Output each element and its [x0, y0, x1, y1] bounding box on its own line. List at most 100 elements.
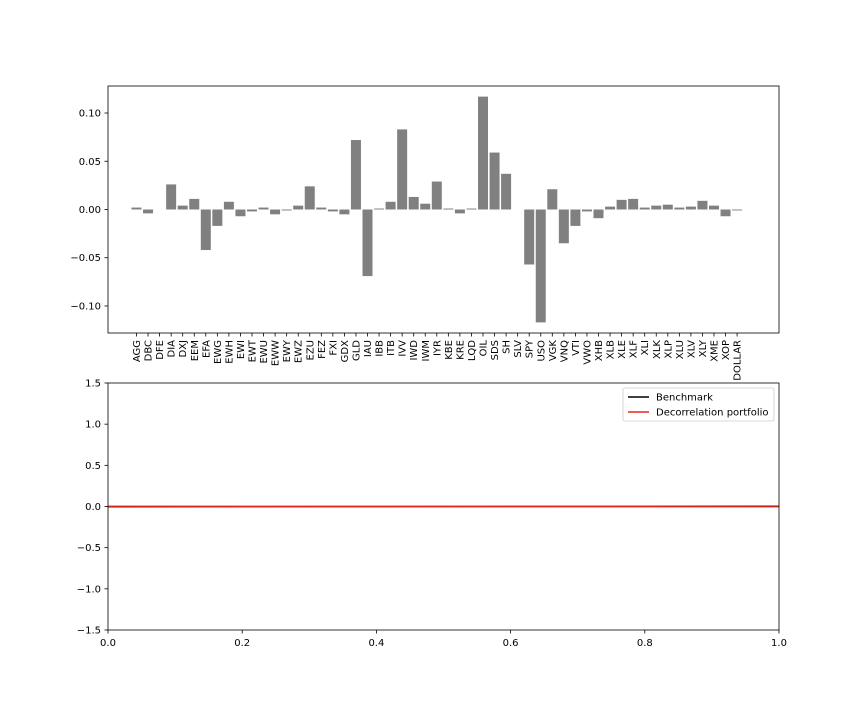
- x-tick-label: VTI: [571, 340, 582, 356]
- y-tick-label: −0.05: [70, 253, 101, 264]
- x-tick-label: USO: [536, 340, 547, 362]
- y-tick-label: 0.5: [85, 461, 101, 472]
- x-tick-label: AGG: [132, 340, 143, 362]
- bar-spy: [524, 209, 535, 265]
- x-tick-label: SDS: [490, 340, 501, 360]
- x-tick-label: EZU: [305, 340, 316, 361]
- x-tick-label: 0.6: [503, 638, 519, 649]
- bar-ewy: [281, 209, 292, 211]
- series-line-1: [107, 505, 780, 508]
- x-tick-label: OIL: [479, 340, 490, 357]
- x-tick-label: DFE: [155, 340, 166, 360]
- x-tick-label: DXJ: [178, 340, 189, 358]
- bar-xlb: [605, 206, 616, 210]
- bar-ewt: [247, 209, 257, 212]
- bar-iwm: [420, 203, 431, 210]
- bar-vti: [570, 209, 581, 226]
- bar-ewi: [235, 209, 246, 217]
- bar-ewh: [223, 201, 234, 210]
- y-tick-label: 1.0: [85, 420, 101, 431]
- bar-xhb: [593, 209, 604, 219]
- x-tick-label: EWW: [271, 340, 282, 366]
- x-tick-label: XLV: [686, 340, 697, 358]
- bar-ewg: [212, 209, 223, 226]
- x-tick-label: IWM: [421, 340, 432, 361]
- legend: Benchmark Decorrelation portfolio: [622, 387, 775, 422]
- bar-oil: [478, 96, 488, 210]
- x-tick-label: DIA: [167, 340, 178, 358]
- x-tick-label: FXI: [328, 340, 339, 356]
- bar-fez: [316, 207, 327, 210]
- y-tick-label: −0.10: [70, 301, 101, 312]
- bar-xly: [697, 200, 708, 210]
- bar-xlf: [628, 198, 639, 210]
- x-tick-label: EWU: [259, 340, 270, 364]
- bar-chart: −0.10 −0.05 0.00 0.05 0.10 AGG DBC DFE DIA DXJ EEM…: [70, 85, 780, 381]
- x-tick-label: XLU: [675, 340, 686, 359]
- x-tick-label: XLI: [640, 340, 651, 355]
- bar-iwd: [408, 196, 419, 210]
- x-tick-label: SH: [502, 340, 513, 354]
- x-tick-label: SLV: [513, 340, 524, 358]
- x-tick-label: XLK: [652, 340, 663, 359]
- y-tick-label: 0.05: [79, 157, 101, 168]
- bar-eww: [270, 209, 281, 215]
- x-tick-label: 0.4: [368, 638, 384, 649]
- x-tick-label: GLD: [351, 340, 362, 361]
- x-tick-label: 1.0: [771, 638, 787, 649]
- x-tick-label: IYR: [432, 340, 443, 356]
- x-tick-label: IWD: [409, 340, 420, 361]
- x-tick-label: XLF: [629, 340, 640, 358]
- x-tick-label: EWZ: [294, 340, 305, 363]
- legend-box: [622, 387, 775, 422]
- bar-uso: [535, 209, 546, 323]
- x-tick-label: VGK: [548, 340, 559, 362]
- bar-xlp: [662, 204, 673, 210]
- bar-ivv: [397, 129, 408, 210]
- x-tick-label: KBE: [444, 340, 455, 360]
- x-tick-label: IVV: [398, 340, 409, 357]
- x-tick-label: EFA: [201, 340, 212, 358]
- x-tick-label: IAU: [363, 340, 374, 357]
- x-tick-label: EWT: [248, 339, 259, 362]
- bar-dollar: [732, 209, 743, 211]
- legend-label-0: Benchmark: [656, 393, 713, 404]
- bar-dia: [166, 184, 177, 210]
- bar-fxi: [327, 209, 338, 212]
- x-tick-label: EWI: [236, 340, 247, 359]
- bar-xlk: [651, 205, 662, 210]
- x-tick-label: ITB: [386, 340, 397, 356]
- x-tick-label: DOLLAR: [733, 340, 744, 381]
- bar-efa: [200, 209, 211, 251]
- x-tick-label: 0.8: [637, 638, 653, 649]
- x-tick-label: LQD: [467, 340, 478, 361]
- bar-vgk: [547, 189, 558, 210]
- bar-eem: [189, 198, 200, 210]
- x-tick-label: EWG: [213, 340, 224, 364]
- x-tick-label: XME: [710, 340, 721, 362]
- bar-kbe: [443, 208, 454, 210]
- x-tick-label: EWH: [224, 340, 235, 364]
- y-tick-label: 0.00: [79, 205, 101, 216]
- bar-ewu: [258, 207, 269, 210]
- y-tick-label: −1.5: [77, 626, 101, 637]
- bar-itb: [385, 201, 396, 210]
- y-tick-label: 0.10: [79, 109, 101, 120]
- bar-xme: [709, 205, 719, 210]
- x-tick-label: FEZ: [317, 340, 328, 359]
- x-tick-label: IBB: [375, 340, 386, 357]
- bar-kre: [454, 209, 465, 214]
- bar-dbc: [143, 209, 154, 214]
- bar-sh: [501, 173, 512, 210]
- bar-vnq: [558, 209, 569, 244]
- bar-xli: [639, 207, 650, 210]
- legend-label-1: Decorrelation portfolio: [656, 408, 769, 419]
- x-tick-label: XLE: [617, 340, 628, 359]
- x-tick-label: XOP: [721, 340, 732, 360]
- x-tick-label: 0.0: [100, 638, 116, 649]
- x-tick-label: XLB: [606, 340, 617, 359]
- line-chart: 0.0 0.2 0.4 0.6 0.8 1.0 −1.5 −1.0 −0.5 0.0 0.5 1.0 1…: [77, 379, 787, 650]
- bar-vwo: [581, 209, 592, 212]
